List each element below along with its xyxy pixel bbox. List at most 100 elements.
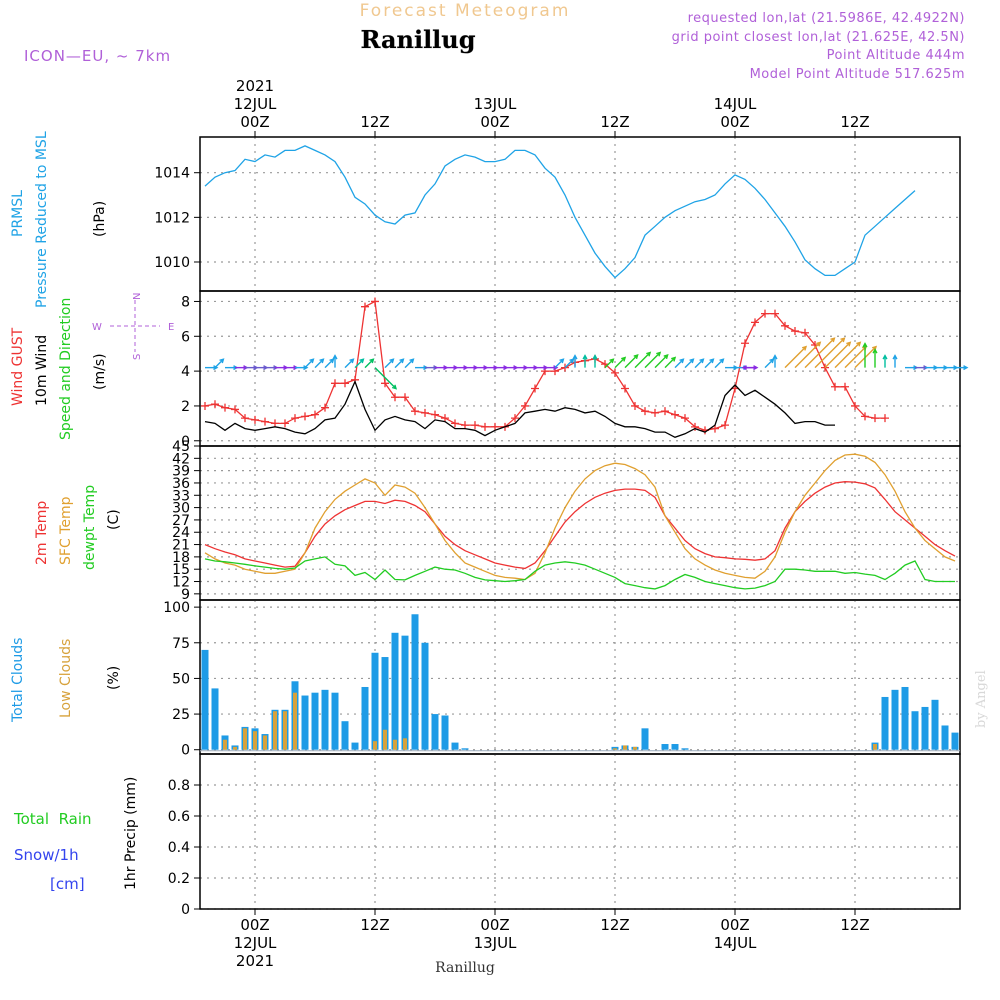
pressure-panel: 1010 1012 1014: [154, 136, 961, 292]
grid-coords: grid point closest lon,lat (21.625E, 42.…: [672, 30, 965, 45]
temp-label-sfc: SFC Temp: [58, 496, 74, 565]
total-cloud-bar: [361, 686, 369, 750]
total-cloud-bar: [321, 689, 329, 750]
gust-marker: [361, 302, 369, 311]
low-cloud-bar: [263, 735, 267, 750]
precip-panel: 0 0.2 0.4 0.6 0.8: [168, 753, 961, 918]
wind-arrow-head: [699, 358, 705, 364]
y-tick-label: 25: [172, 707, 190, 723]
pressure-label-1: PRMSL: [10, 190, 26, 237]
model-label: ICON—EU, ~ 7km: [24, 47, 171, 65]
y-tick-label: 18: [172, 550, 190, 566]
wind-label-gust: Wind GUST: [10, 327, 26, 406]
bottom-time-label: 00Z: [480, 916, 509, 934]
total-cloud-bar: [401, 635, 409, 750]
gust-marker: [631, 401, 639, 410]
wind-direction-arrow: [814, 337, 845, 369]
y-tick-label: 45: [172, 439, 190, 455]
bottom-time-label: 12Z: [360, 916, 389, 934]
footer-location: Ranillug: [435, 960, 495, 976]
wind-arrow-head: [309, 358, 315, 364]
top-time-label: 2021: [236, 77, 274, 95]
gust-marker: [241, 414, 249, 423]
precip-ylabel: 1hr Precip (mm): [123, 777, 139, 890]
wind-arrow-head: [633, 353, 639, 360]
wind-direction-arrow: [704, 358, 714, 369]
total-cloud-bar: [421, 642, 429, 750]
wind-arrow-head: [830, 337, 836, 343]
wind-direction-arrow: [364, 358, 374, 369]
gust-marker: [211, 400, 219, 409]
gust-marker: [671, 410, 679, 419]
temp-panel-labels: 2m Temp SFC Temp dewpt Temp (C): [34, 485, 122, 570]
temp-label-dew: dewpt Temp: [82, 485, 98, 570]
wind-direction-arrow: [784, 346, 807, 369]
gust-marker: [491, 422, 499, 431]
wind-direction-arrow: [834, 341, 861, 369]
total-cloud-bar: [681, 748, 689, 750]
dewpt-temp-line: [204, 556, 955, 590]
wind-direction-arrow: [304, 358, 314, 369]
total-cloud-bar: [381, 657, 389, 750]
y-tick-label: 6: [181, 329, 190, 345]
y-tick-label: 15: [172, 562, 190, 578]
gust-marker: [381, 379, 389, 388]
cloud-ylabel: (%): [106, 666, 122, 690]
y-tick-label: 0.2: [168, 871, 190, 887]
precip-label-cm: [cm]: [50, 875, 85, 893]
wind-arrow-head: [553, 365, 559, 371]
total-cloud-bar: [941, 725, 949, 750]
y-tick-label: 39: [172, 464, 190, 480]
y-tick-label: 50: [172, 671, 190, 687]
y-tick-label: 12: [172, 575, 190, 591]
low-cloud-bar: [253, 731, 257, 750]
y-tick-label: 24: [172, 525, 190, 541]
10m-wind-line: [204, 379, 835, 439]
gust-marker: [831, 382, 839, 391]
low-cloud-bar: [223, 739, 227, 750]
top-time-label: 12JUL: [234, 95, 277, 113]
prmsl-line: [204, 145, 916, 279]
total-cloud-bar: [351, 742, 359, 750]
wind-arrow-head: [349, 358, 355, 364]
wind-arrow-head: [359, 358, 365, 364]
gust-marker: [451, 419, 459, 428]
total-cloud-bar: [671, 744, 679, 750]
low-cloud-bar: [243, 728, 247, 750]
wind-arrow-head: [816, 341, 822, 347]
wind-direction-arrow: [644, 352, 661, 369]
wind-arrow-head: [801, 345, 808, 351]
precip-frame: [199, 753, 961, 910]
wind-direction-arrow: [794, 341, 821, 369]
wind-arrow-head: [592, 354, 598, 360]
total-cloud-bar: [391, 632, 399, 750]
cloud-label-total: Total Clouds: [10, 638, 26, 723]
top-time-label: 00Z: [240, 113, 269, 131]
wind-arrow-head: [219, 358, 225, 364]
gust-marker: [481, 422, 489, 431]
gust-marker: [411, 407, 419, 416]
temp-ylabel: (C): [106, 509, 122, 530]
gust-marker: [281, 419, 289, 428]
wind-direction-arrow: [384, 358, 394, 369]
bottom-time-label: 12Z: [600, 916, 629, 934]
low-cloud-bar: [373, 741, 377, 750]
total-cloud-bar: [441, 715, 449, 750]
total-cloud-bar: [301, 695, 309, 750]
gust-marker: [651, 408, 659, 417]
wind-direction-arrow: [324, 358, 334, 369]
wind-arrow-head: [621, 356, 627, 362]
wind-arrow-head: [609, 358, 615, 364]
wind-direction-arrow: [394, 358, 404, 369]
precip-label-rain: Total Rain: [13, 810, 92, 828]
bottom-time-label: 12JUL: [234, 934, 277, 952]
gust-marker: [861, 412, 869, 421]
gust-marker: [291, 414, 299, 423]
bottom-time-label: 2021: [236, 952, 274, 970]
gust-marker: [871, 414, 879, 423]
wind-arrow-head: [369, 358, 375, 364]
compass-north: N: [132, 293, 143, 300]
wind-ylabel: (m/s): [92, 353, 108, 390]
total-cloud-bar: [931, 699, 939, 750]
y-tick-label: 9: [181, 587, 190, 603]
